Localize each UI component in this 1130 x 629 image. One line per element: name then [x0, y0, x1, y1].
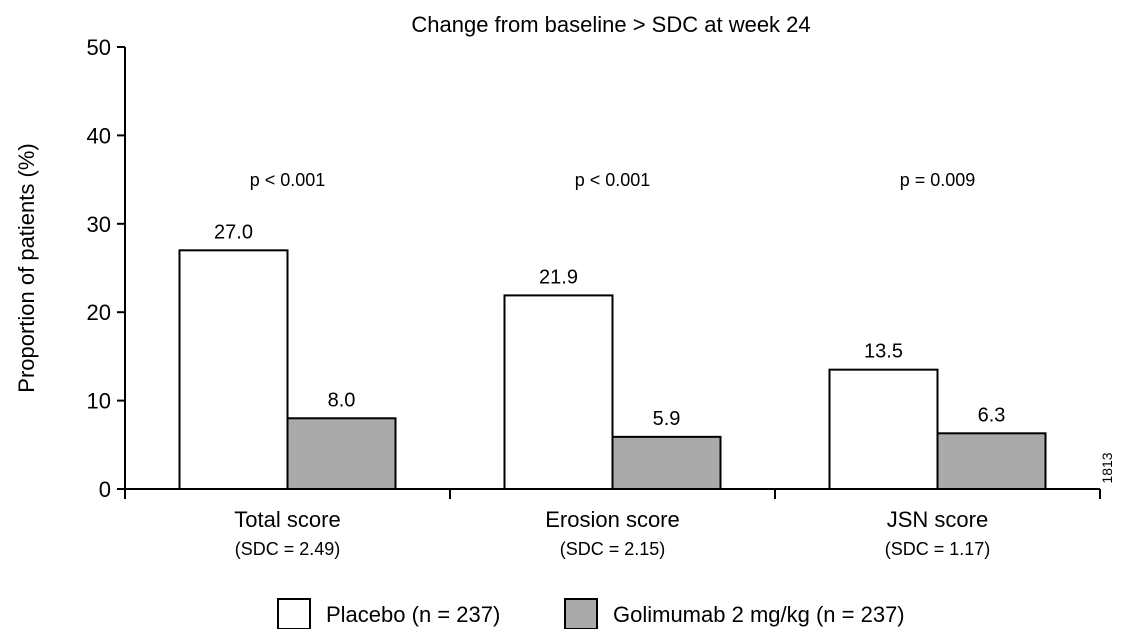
bar-placebo	[178, 249, 289, 490]
bar-value-label: 13.5	[864, 341, 903, 363]
bars: 27.0 8.0 p < 0.001 Total score (SDC = 2.49) 2…	[178, 170, 1047, 559]
figure-code: 1813	[1099, 452, 1115, 483]
category-sublabel: (SDC = 2.15)	[560, 539, 666, 559]
legend-swatch	[277, 598, 311, 629]
p-value-label: p = 0.009	[900, 170, 976, 190]
legend-swatch	[564, 598, 598, 629]
category-label: JSN score	[887, 507, 988, 532]
chart-title: Change from baseline > SDC at week 24	[411, 12, 810, 37]
p-value-label: p < 0.001	[575, 170, 651, 190]
category-label: Erosion score	[545, 507, 680, 532]
y-tick-label: 20	[87, 300, 111, 325]
y-axis: 0 10 20 30 40 50	[87, 35, 126, 502]
legend-label: Golimumab 2 mg/kg (n = 237)	[613, 602, 905, 627]
category-sublabel: (SDC = 1.17)	[885, 539, 991, 559]
y-tick-label: 10	[87, 389, 111, 414]
y-tick-label: 40	[87, 123, 111, 148]
category-label: Total score	[234, 507, 340, 532]
p-value-label: p < 0.001	[250, 170, 326, 190]
legend-label: Placebo (n = 237)	[326, 602, 500, 627]
legend: Placebo (n = 237) Golimumab 2 mg/kg (n = …	[277, 598, 905, 629]
bar-golimumab	[936, 432, 1047, 491]
y-tick-label: 50	[87, 35, 111, 60]
y-axis-label: Proportion of patients (%)	[14, 143, 39, 392]
y-tick-label: 0	[99, 477, 111, 502]
bar-golimumab	[611, 435, 722, 490]
bar-value-label: 6.3	[978, 404, 1006, 426]
x-axis	[124, 488, 1101, 499]
bar-value-label: 27.0	[214, 221, 253, 243]
y-tick-label: 30	[87, 212, 111, 237]
bar-placebo	[828, 368, 939, 490]
bar-value-label: 21.9	[539, 266, 578, 288]
bar-golimumab	[286, 417, 397, 490]
bar-value-label: 5.9	[653, 408, 681, 430]
bar-placebo	[503, 294, 614, 490]
bar-value-label: 8.0	[328, 389, 356, 411]
category-sublabel: (SDC = 2.49)	[235, 539, 341, 559]
